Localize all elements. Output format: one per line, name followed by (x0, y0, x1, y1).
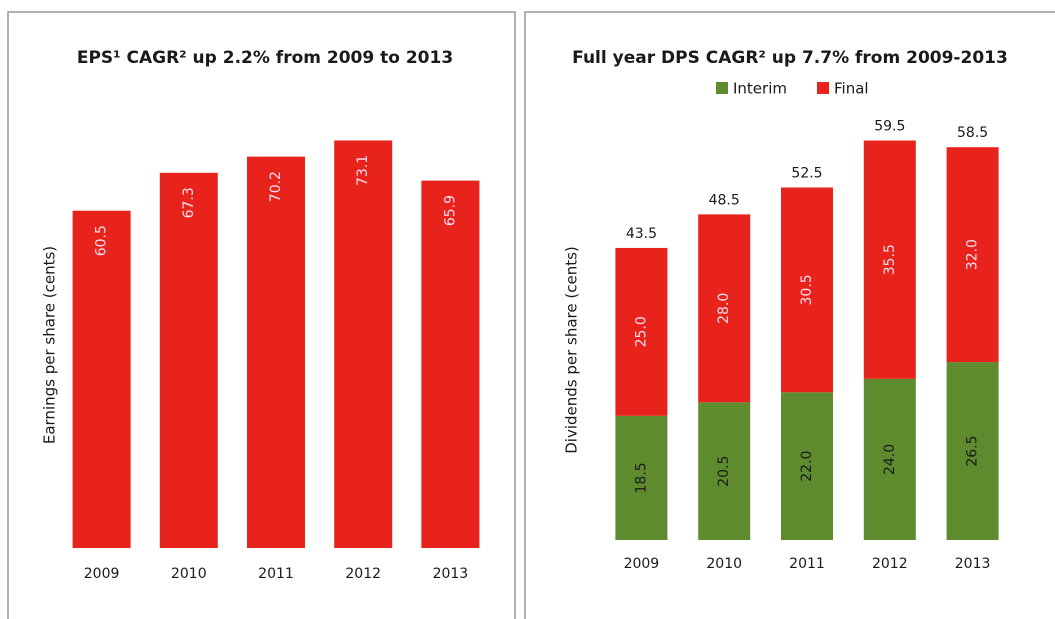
bar (72, 210, 131, 548)
bar-segment (781, 392, 833, 540)
bar (421, 180, 480, 549)
y-axis-label: Dividends per share (cents) (563, 246, 581, 454)
value-label: 26.5 (965, 435, 981, 466)
value-label: 28.0 (716, 293, 732, 324)
value-label: 24.0 (882, 444, 898, 475)
value-label: 35.5 (882, 244, 898, 275)
y-axis-label: Earnings per share (cents) (41, 246, 59, 444)
value-label: 65.9 (442, 195, 458, 226)
x-tick-label: 2009 (624, 556, 660, 572)
value-label: 18.5 (633, 462, 649, 493)
value-label: 20.5 (716, 456, 732, 487)
x-tick-label: 2011 (258, 566, 294, 582)
bar-segment (863, 140, 916, 379)
value-label: 30.5 (799, 274, 815, 305)
legend-swatch (716, 82, 728, 94)
x-tick-label: 2010 (706, 556, 742, 572)
chart-title: EPS¹ CAGR² up 2.2% from 2009 to 2013 (77, 48, 453, 68)
value-label: 32.0 (965, 239, 981, 270)
value-label: 70.2 (268, 171, 284, 202)
bar (334, 140, 393, 548)
bar-segment (615, 247, 668, 416)
bar (247, 156, 305, 548)
bar-segment (781, 187, 833, 393)
x-tick-label: 2010 (171, 566, 207, 582)
x-tick-label: 2013 (955, 556, 991, 572)
value-label: 67.3 (181, 187, 197, 218)
bar-segment (698, 402, 751, 540)
total-label: 43.5 (626, 226, 657, 242)
bar (159, 172, 218, 549)
x-tick-label: 2011 (789, 556, 825, 572)
value-label: 25.0 (633, 316, 649, 347)
bar-segment (863, 378, 916, 540)
bar-segment (698, 214, 751, 403)
value-label: 60.5 (94, 225, 110, 256)
x-tick-label: 2012 (872, 556, 908, 572)
chart-title: Full year DPS CAGR² up 7.7% from 2009-20… (572, 48, 1008, 68)
bar-segment (946, 362, 999, 540)
total-label: 48.5 (709, 192, 740, 208)
legend-swatch (817, 82, 829, 94)
total-label: 58.5 (957, 125, 988, 141)
value-label: 73.1 (355, 155, 371, 186)
total-label: 52.5 (791, 166, 822, 182)
bar-segment (946, 147, 999, 363)
legend-label: Final (834, 80, 869, 98)
x-tick-label: 2013 (433, 566, 469, 582)
bar-segment (615, 415, 668, 540)
value-label: 22.0 (799, 451, 815, 482)
total-label: 59.5 (874, 119, 905, 135)
x-tick-label: 2012 (345, 566, 381, 582)
legend-label: Interim (733, 80, 787, 98)
x-tick-label: 2009 (84, 566, 120, 582)
